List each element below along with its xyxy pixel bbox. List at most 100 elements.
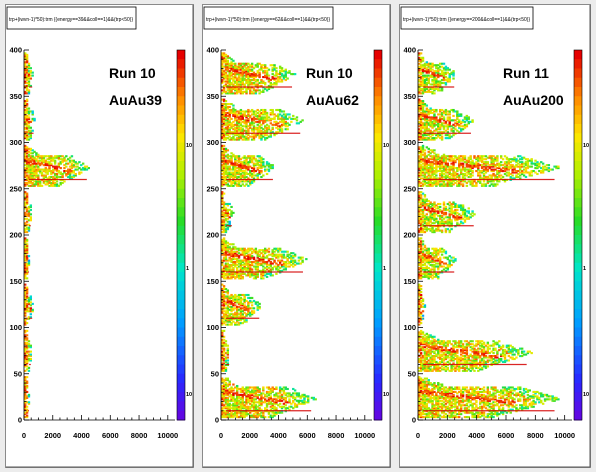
heatmap-cell — [25, 138, 29, 141]
heatmap-cell — [275, 386, 278, 389]
heatmap-cell — [25, 310, 29, 313]
heatmap-cell — [221, 198, 224, 201]
heatmap-cell — [221, 392, 224, 395]
heatmap-cell — [221, 341, 224, 344]
heatmap-cell — [222, 241, 226, 244]
heatmap-cell — [256, 255, 259, 258]
colorbar-segment — [374, 364, 382, 375]
colorbar-segment — [374, 207, 382, 217]
colorbar-segment — [374, 87, 382, 97]
heatmap-cell — [277, 392, 280, 395]
heatmap-cell — [25, 201, 29, 204]
heatmap-cell — [254, 386, 258, 389]
heatmap-cell — [24, 359, 27, 362]
heatmap-cell — [24, 383, 27, 386]
heatmap-cell — [83, 168, 87, 171]
heatmap-cell — [250, 274, 254, 277]
colorbar-segment — [177, 59, 185, 69]
heatmap-cell — [226, 408, 230, 411]
heatmap-cell — [25, 259, 29, 262]
heatmap-cell — [66, 175, 70, 179]
heatmap-cell — [243, 401, 246, 404]
heatmap-cell — [42, 155, 46, 158]
heatmap-cell — [282, 265, 286, 268]
heatmap-cell — [262, 396, 265, 399]
heatmap-cell — [57, 171, 61, 174]
heatmap-cell — [249, 249, 252, 252]
heatmap-cell — [252, 307, 256, 310]
heatmap-cell — [221, 408, 224, 411]
heatmap-cell — [224, 302, 228, 305]
heatmap-cell — [301, 261, 304, 264]
heatmap-cell — [277, 249, 280, 252]
heatmap-cell — [42, 170, 46, 173]
heatmap-cell — [245, 401, 248, 404]
heatmap-cell — [241, 250, 244, 253]
heatmap-cell — [232, 296, 235, 300]
heatmap-cell — [235, 253, 239, 256]
heatmap-cell — [249, 301, 252, 304]
heatmap-cell — [295, 405, 299, 408]
heatmap-cell — [222, 286, 226, 289]
heatmap-cell — [57, 165, 61, 168]
heatmap-cell — [25, 308, 29, 311]
heatmap-cell — [224, 269, 228, 272]
heatmap-cell — [234, 255, 237, 258]
heatmap-cell — [38, 170, 42, 173]
heatmap-cell — [24, 265, 27, 268]
heatmap-cell — [239, 302, 243, 305]
heatmap-cell — [280, 411, 284, 414]
heatmap-cell — [221, 365, 224, 368]
heatmap-cell — [235, 390, 239, 393]
heatmap-cell — [48, 165, 51, 168]
heatmap-cell — [25, 288, 29, 291]
heatmap-cell — [230, 180, 233, 183]
heatmap-cell — [221, 369, 224, 372]
heatmap-cell — [271, 405, 274, 408]
heatmap-cell — [25, 175, 29, 179]
colorbar-segment — [374, 272, 382, 282]
heatmap-cell — [239, 390, 243, 393]
heatmap-cell — [256, 256, 259, 259]
heatmap-cell — [25, 150, 29, 153]
heatmap-cell — [50, 171, 53, 174]
heatmap-cell — [456, 395, 459, 398]
heatmap-cell — [243, 177, 246, 180]
band-3 — [221, 283, 261, 326]
heatmap-cell — [292, 395, 295, 398]
heatmap-cell — [282, 405, 286, 408]
heatmap-cell — [226, 405, 230, 408]
heatmap-cell — [235, 413, 239, 416]
heatmap-cell — [235, 314, 239, 317]
heatmap-cell — [237, 298, 241, 301]
heatmap-cell — [237, 296, 241, 300]
heatmap-cell — [24, 119, 27, 122]
heatmap-cell — [249, 269, 252, 272]
heatmap-cell — [226, 396, 230, 399]
heatmap-cell — [245, 386, 248, 389]
colorbar-segment — [374, 373, 382, 384]
heatmap-cell — [24, 256, 27, 259]
heatmap-cell — [46, 170, 49, 173]
heatmap-cell — [234, 408, 237, 411]
colorbar-segment — [374, 198, 382, 208]
heatmap-cell — [24, 65, 27, 68]
heatmap-cell — [241, 261, 244, 264]
heatmap-cell — [226, 296, 230, 300]
heatmap-cell — [24, 290, 27, 294]
heatmap-cell — [226, 253, 230, 256]
heatmap-cell — [247, 398, 250, 401]
heatmap-cell — [232, 177, 235, 180]
heatmap-cell — [46, 172, 49, 176]
heatmap-cell — [24, 81, 27, 85]
heatmap-cell — [271, 411, 274, 414]
heatmap-cell — [284, 263, 287, 267]
heatmap-cell — [224, 253, 228, 256]
heatmap-cell — [25, 395, 29, 398]
heatmap-cell — [280, 387, 284, 391]
heatmap-cell — [254, 268, 258, 271]
heatmap-cell — [247, 272, 250, 275]
heatmap-cell — [301, 259, 304, 262]
heatmap-cell — [273, 405, 276, 408]
colorbar-segment — [177, 244, 185, 254]
